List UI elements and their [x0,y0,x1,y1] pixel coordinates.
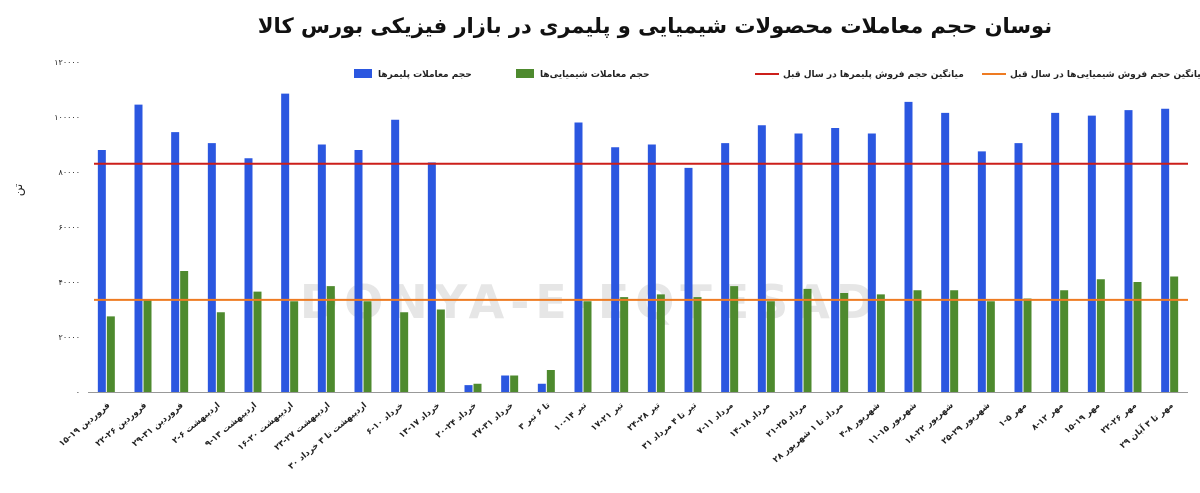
y-axis-label: تن [11,184,26,196]
chart-title: نوسان حجم معاملات محصولات شیمیایی و پلیم… [258,14,1052,38]
bar [583,301,592,392]
bar [391,119,400,392]
bar [1087,115,1096,392]
bar [794,133,803,392]
y-tick-label: ۴۰۰۰۰ [59,278,80,287]
reference-lines [94,162,1188,301]
bar [620,297,629,392]
bar [1051,112,1060,392]
y-tick-label: ۱۰۰۰۰۰ [54,113,80,122]
bar [317,144,326,392]
bar [436,309,445,392]
bar [1170,276,1179,392]
legend-label: حجم معاملات شیمیایی‌ها [540,70,650,80]
bar [574,122,583,392]
bar [876,294,885,392]
bar [171,132,180,392]
bar [766,301,775,392]
bar [757,125,766,392]
bar [840,293,849,392]
legend-label: میانگین حجم فروش شیمیایی‌ها در سال قبل [1010,68,1200,80]
bar [253,291,262,392]
bar [647,144,656,392]
y-tick-label: ۲۰۰۰۰ [59,333,80,342]
bar [400,312,409,392]
bar [1124,110,1133,392]
bar [803,288,812,392]
bar [986,301,995,392]
bar [611,147,620,392]
bar [216,312,225,392]
bar [730,286,739,392]
bar [950,290,959,392]
bar [363,301,372,392]
legend-label: میانگین حجم فروش پلیمرها در سال قبل [783,68,964,80]
bar [1096,279,1105,392]
bar [721,143,730,392]
bar [510,375,519,392]
bar [97,150,106,392]
bar [1161,108,1170,392]
bar [281,93,290,392]
bar [326,286,335,392]
y-tick-label: ۰ [76,388,80,397]
y-tick-label: ۸۰۰۰۰ [59,168,80,177]
bar [831,128,840,392]
bar [684,167,693,392]
bar [904,101,913,392]
bar [143,299,152,392]
legend-label: حجم معاملات پلیمرها [378,70,472,80]
bar [464,385,473,392]
bar [693,297,702,392]
bar [106,316,115,392]
bar [473,383,482,392]
y-axis: ۰ ۲۰۰۰۰ ۴۰۰۰۰ ۶۰۰۰۰ ۸۰۰۰۰ ۱۰۰۰۰۰ ۱۲۰۰۰۰ [54,58,80,397]
legend: حجم معاملات پلیمرها حجم معاملات شیمیایی‌ه… [354,68,1200,80]
bars [97,93,1179,392]
bar [244,158,253,392]
bar [656,294,665,392]
y-tick-label: ۶۰۰۰۰ [59,223,80,232]
bar [913,290,922,392]
bar [1060,290,1069,392]
bar [290,301,299,392]
legend-swatch [516,69,534,78]
bar [941,112,950,392]
bar [867,133,876,392]
bar [427,162,436,392]
bar [501,375,510,392]
legend-swatch [354,69,372,78]
bar [1014,143,1023,392]
bar [1133,282,1142,392]
bar [134,104,143,392]
bar [354,150,363,392]
bar [537,383,546,392]
bar [207,143,216,392]
bar [546,370,555,392]
bar [977,151,986,392]
y-tick-label: ۱۲۰۰۰۰ [54,58,80,67]
bar [1023,298,1032,392]
bar [180,271,189,392]
